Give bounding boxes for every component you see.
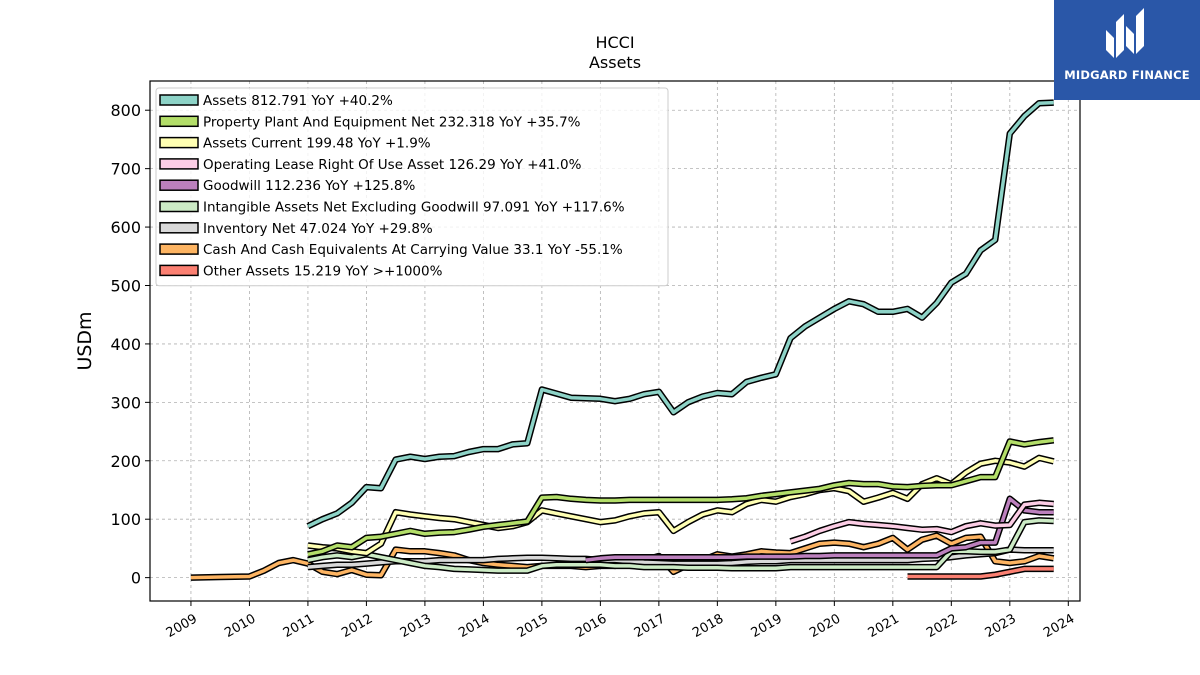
midgard-logo-icon xyxy=(1106,8,1144,58)
x-tick-label: 2017 xyxy=(632,611,668,641)
series-line-intangible-assets-net-excluding-goodwill xyxy=(307,517,1054,574)
y-tick-label: 100 xyxy=(110,510,141,529)
x-tick-label: 2019 xyxy=(749,611,785,641)
x-tick-label: 2016 xyxy=(573,611,609,641)
legend-swatch xyxy=(159,179,199,191)
x-tick-label: 2012 xyxy=(339,611,375,641)
series-stroke xyxy=(307,456,1055,555)
series-line-assets-current xyxy=(307,454,1055,557)
x-tick-label: 2014 xyxy=(456,611,492,641)
series-stroke xyxy=(307,438,1054,557)
x-tick-label: 2009 xyxy=(164,611,200,641)
x-tick-label: 2011 xyxy=(281,611,317,641)
legend-box xyxy=(155,87,669,287)
legend-swatch xyxy=(159,115,199,128)
plot-frame xyxy=(149,80,1081,602)
legend-label: Inventory Net 47.024 YoY +29.8% xyxy=(203,221,433,237)
x-tick-label: 2010 xyxy=(222,611,258,641)
legend-label: Assets 812.791 YoY +40.2% xyxy=(203,93,393,109)
series-stroke xyxy=(585,497,1054,562)
x-tick-label: 2015 xyxy=(515,611,551,641)
legend-label: Assets Current 199.48 YoY +1.9% xyxy=(203,136,431,152)
legend-label: Property Plant And Equipment Net 232.318… xyxy=(203,114,581,130)
x-tick-label: 2023 xyxy=(983,611,1019,641)
series-stroke xyxy=(789,501,1054,544)
series-line-other-assets xyxy=(907,565,1054,580)
legend-label: Goodwill 112.236 YoY +125.8% xyxy=(203,178,415,194)
legend-swatch xyxy=(159,243,199,255)
logo-text: MIDGARD FINANCE xyxy=(1064,68,1190,82)
x-tick-label: 2020 xyxy=(807,611,843,641)
y-tick-label: 600 xyxy=(110,218,141,237)
series-stroke xyxy=(307,518,1054,573)
y-tick-label: 200 xyxy=(110,452,141,471)
legend-swatch xyxy=(159,264,199,277)
x-tick-label: 2013 xyxy=(398,611,434,641)
chart-title: HCCI xyxy=(595,33,634,52)
legend-swatch xyxy=(159,158,199,170)
legend-label: Intangible Assets Net Excluding Goodwill… xyxy=(203,200,625,216)
y-tick-label: 700 xyxy=(110,160,141,179)
x-tick-label: 2018 xyxy=(690,611,726,641)
legend-swatch xyxy=(159,200,199,213)
series-stroke xyxy=(307,100,1054,528)
series-lines xyxy=(190,99,1055,581)
series-line-operating-lease-right-of-use-asset xyxy=(789,499,1054,545)
legend-swatch xyxy=(159,94,199,106)
legend: Assets 812.791 YoY +40.2% Property Plant … xyxy=(155,87,669,287)
legend-label: Other Assets 15.219 YoY >+1000% xyxy=(203,263,443,279)
y-axis-label: USDm xyxy=(74,311,96,370)
legend-label: Operating Lease Right Of Use Asset 126.2… xyxy=(203,157,582,173)
x-tick-label: 2022 xyxy=(924,611,960,641)
chart-subtitle: Assets xyxy=(589,53,641,72)
y-tick-label: 300 xyxy=(110,393,141,412)
x-tick-label: 2021 xyxy=(866,611,902,641)
y-tick-label: 800 xyxy=(110,101,141,120)
legend-label: Cash And Cash Equivalents At Carrying Va… xyxy=(203,242,623,258)
series-line-goodwill xyxy=(585,495,1054,564)
x-tick-label: 2024 xyxy=(1041,611,1077,641)
legend-swatch xyxy=(159,222,199,234)
y-tick-label: 0 xyxy=(131,569,141,588)
series-line-property-plant-and-equipment-net xyxy=(307,437,1055,558)
y-tick-label: 400 xyxy=(110,335,141,354)
series-stroke xyxy=(907,567,1054,579)
series-line-assets xyxy=(306,99,1054,530)
y-tick-label: 500 xyxy=(110,276,141,295)
legend-swatch xyxy=(159,136,199,149)
logo-badge: MIDGARD FINANCE xyxy=(1054,0,1200,100)
